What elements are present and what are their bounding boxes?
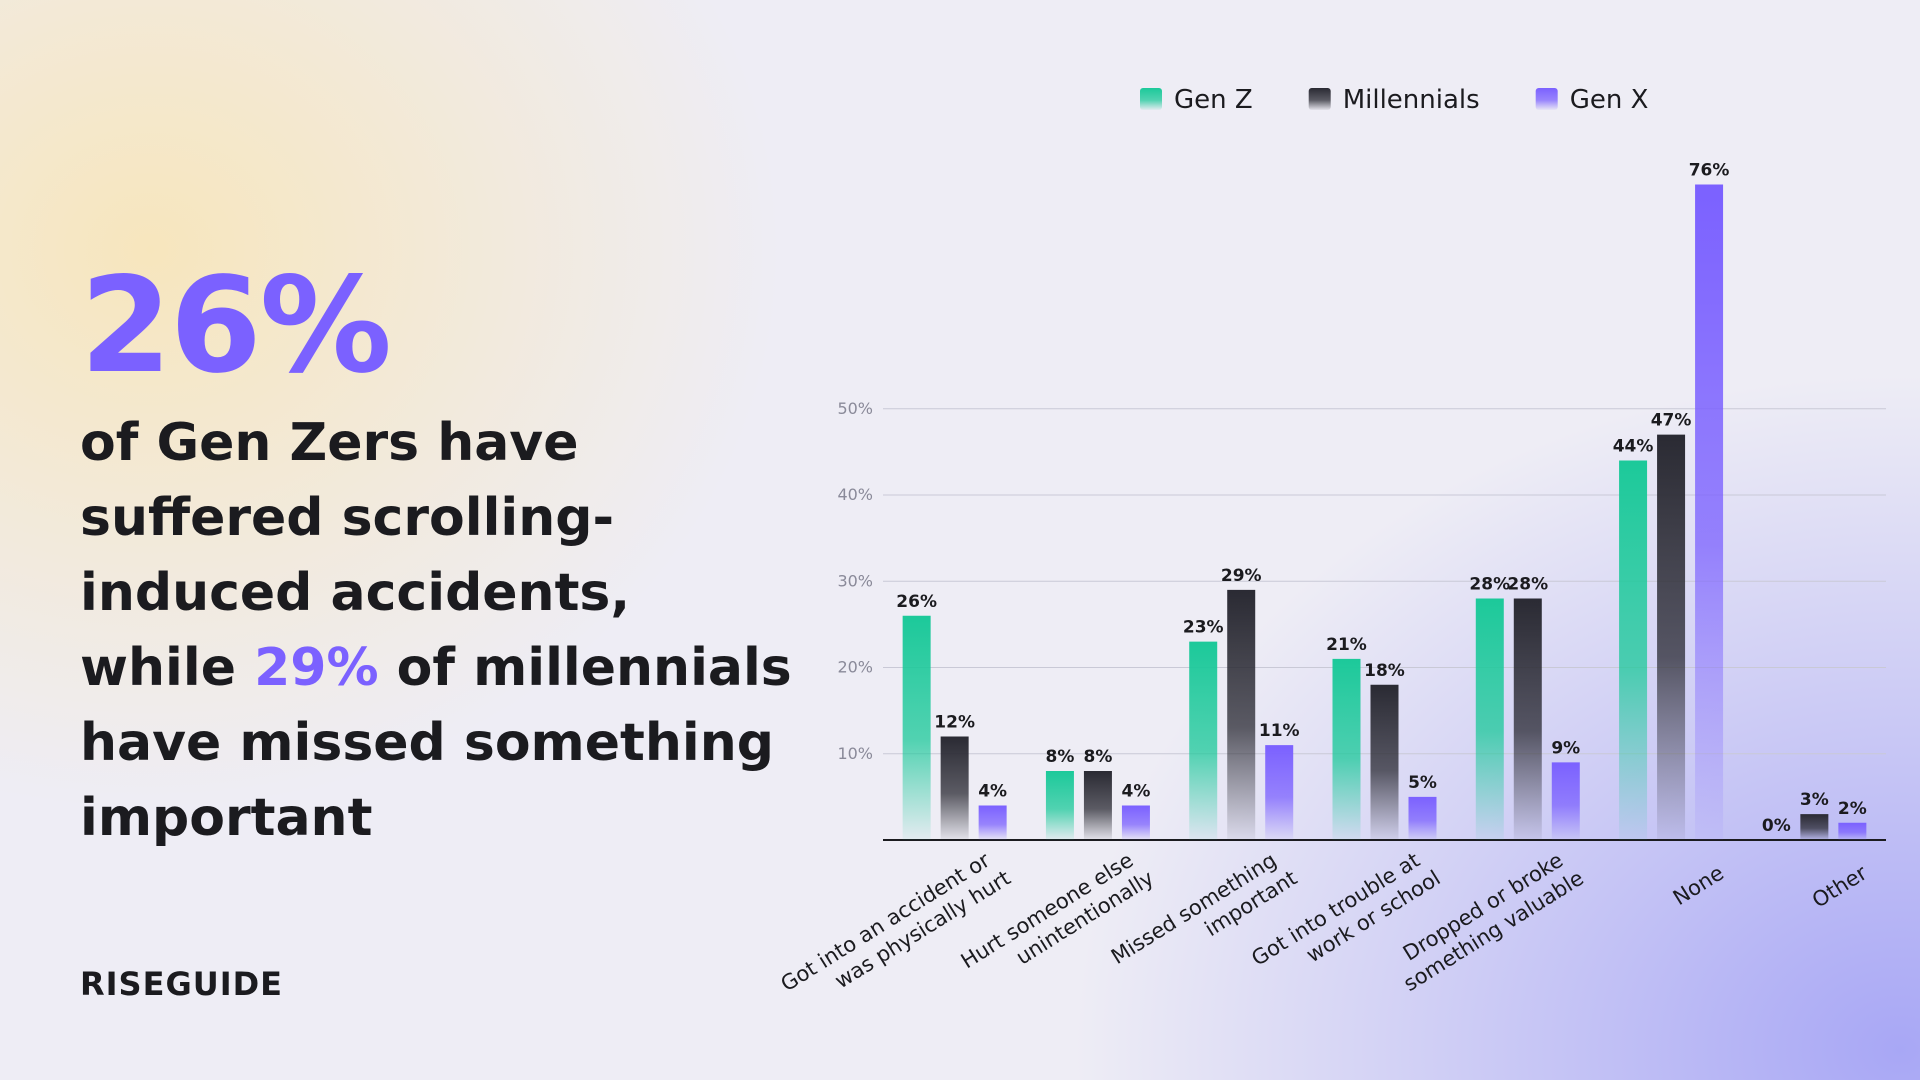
bar [1408, 796, 1437, 840]
legend-label: Gen X [1570, 85, 1649, 115]
value-label: 5% [1408, 773, 1437, 793]
x-tick-label: Got into an accident orwas physically hu… [777, 844, 1015, 1019]
value-label: 12% [934, 713, 975, 733]
value-label: 26% [896, 592, 937, 612]
y-tick-label: 30% [837, 571, 873, 590]
bar [1121, 805, 1150, 840]
bar [1475, 598, 1504, 840]
x-tick-label: None [1669, 861, 1728, 910]
bar [1370, 684, 1399, 840]
headline-stat: 26% [80, 249, 392, 403]
value-label: 76% [1689, 161, 1730, 181]
bar [1083, 771, 1112, 840]
bar [902, 615, 931, 840]
x-tick-label: Missed somethingimportant [1107, 844, 1301, 991]
y-tick-label: 10% [837, 744, 873, 763]
value-label: 23% [1183, 618, 1224, 638]
value-label: 2% [1838, 799, 1867, 819]
text-part: of millennials have missed something imp… [80, 638, 792, 848]
legend-label: Gen Z [1174, 85, 1253, 115]
headline-text: of Gen Zers have suffered scrolling-indu… [80, 406, 800, 856]
y-tick-label: 40% [837, 485, 873, 504]
value-label: 4% [978, 782, 1007, 802]
legend-swatch [1140, 88, 1162, 110]
value-label: 29% [1221, 566, 1262, 586]
y-tick-label: 20% [837, 658, 873, 677]
bar [978, 805, 1007, 840]
legend-swatch [1308, 88, 1331, 110]
value-label: 8% [1045, 747, 1074, 767]
bar [1551, 762, 1580, 840]
bar [1657, 434, 1686, 840]
bar [1838, 822, 1867, 840]
bar [1619, 460, 1648, 840]
text-highlight: 29% [254, 638, 379, 698]
bar [940, 736, 969, 840]
value-label: 47% [1651, 411, 1692, 431]
bar [1045, 771, 1074, 840]
brand-logo: RISEGUIDE [80, 965, 284, 1003]
x-tick-label: Other [1808, 860, 1872, 912]
y-tick-label: 50% [837, 399, 873, 418]
value-label: 3% [1800, 790, 1829, 810]
value-label: 44% [1613, 437, 1654, 457]
value-label: 0% [1762, 816, 1791, 836]
bar [1695, 184, 1724, 840]
value-label: 4% [1121, 782, 1150, 802]
value-label: 9% [1551, 738, 1580, 758]
legend-label: Millennials [1343, 85, 1480, 115]
value-label: 21% [1326, 635, 1367, 655]
value-label: 28% [1469, 575, 1510, 595]
value-label: 11% [1259, 721, 1300, 741]
bar [1800, 814, 1829, 840]
bar [1227, 589, 1256, 840]
value-label: 18% [1364, 661, 1405, 681]
headline: 26% of Gen Zers have suffered scrolling-… [80, 260, 800, 856]
value-label: 28% [1507, 575, 1548, 595]
bar [1513, 598, 1542, 840]
bar [1332, 658, 1361, 840]
bar [1265, 745, 1294, 840]
text-part: of Gen Zers have suffered scrolling-indu… [80, 413, 631, 698]
legend-swatch [1535, 88, 1558, 110]
bar [1189, 641, 1218, 840]
value-label: 8% [1083, 747, 1112, 767]
